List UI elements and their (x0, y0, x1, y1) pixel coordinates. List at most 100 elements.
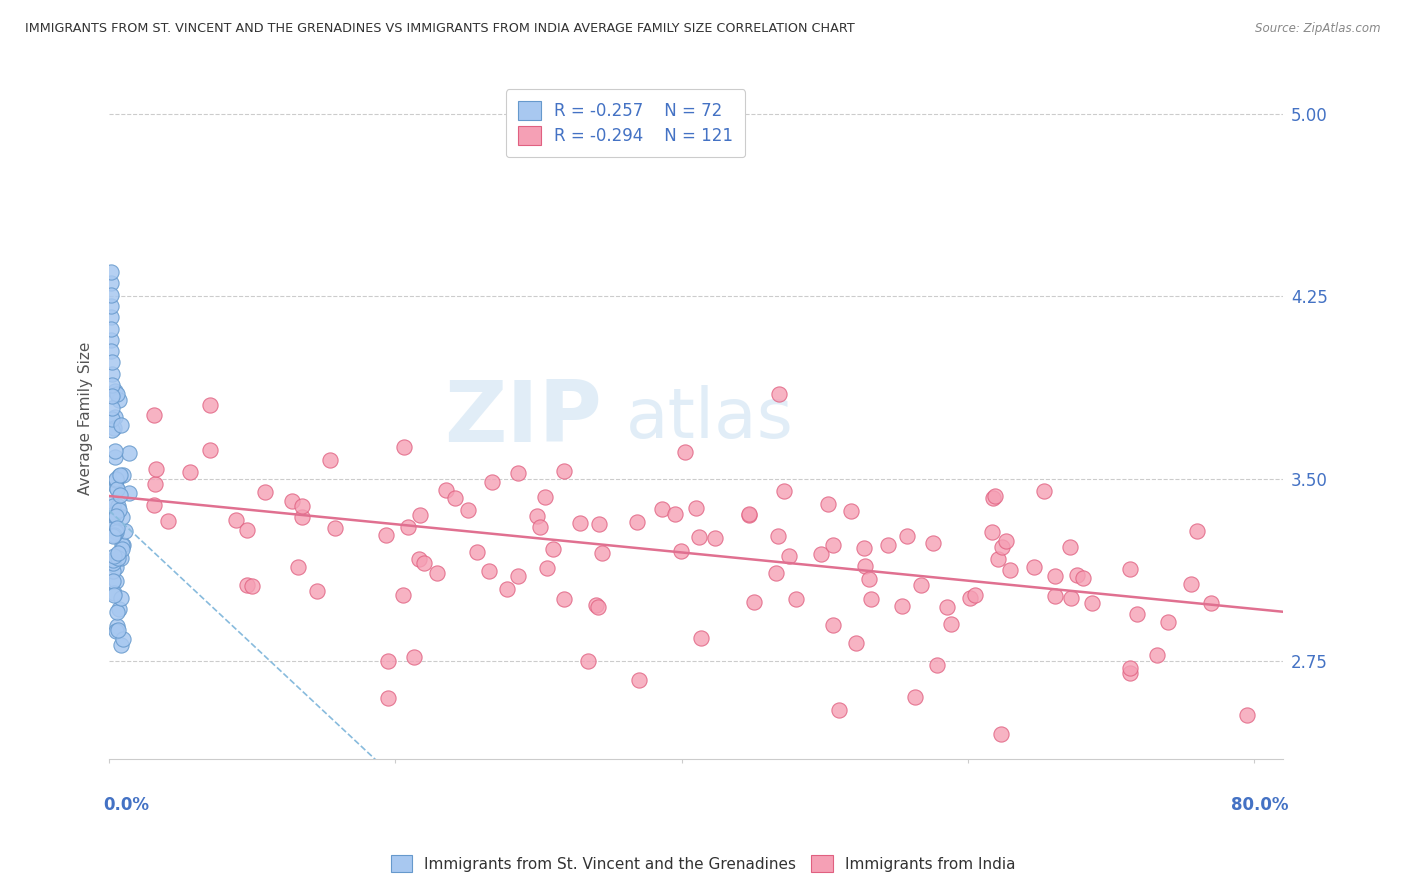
Point (101, 412, 124, 426)
Point (478, 564, 501, 578)
Point (319, 453, 342, 467)
Point (673, 444, 696, 458)
Point (100, 344, 122, 359)
Point (664, 507, 686, 521)
Point (671, 544, 693, 558)
Point (198, 443, 221, 458)
Point (785, 592, 807, 607)
Point (104, 473, 127, 487)
Point (104, 450, 127, 464)
Point (553, 464, 575, 478)
Point (105, 521, 128, 535)
Point (110, 550, 132, 565)
Point (105, 480, 128, 494)
Point (1180, 577, 1202, 591)
Text: atlas: atlas (626, 384, 793, 451)
Point (1066, 567, 1088, 582)
Point (588, 517, 610, 532)
Point (839, 504, 862, 518)
Point (990, 727, 1012, 741)
Point (107, 551, 129, 566)
Point (534, 490, 557, 504)
Point (104, 519, 127, 533)
Point (506, 466, 529, 480)
Point (891, 599, 914, 614)
Point (307, 583, 329, 598)
Point (104, 384, 127, 398)
Text: 80.0%: 80.0% (1230, 797, 1288, 814)
Point (287, 559, 309, 574)
Point (828, 703, 851, 717)
Point (823, 618, 845, 632)
Point (391, 588, 413, 602)
Point (100, 333, 122, 347)
Point (101, 401, 124, 415)
Point (526, 508, 548, 523)
Text: ZIP: ZIP (444, 376, 602, 459)
Text: 0.0%: 0.0% (104, 797, 149, 814)
Point (107, 545, 129, 559)
Point (987, 552, 1010, 566)
Point (529, 520, 551, 534)
Point (685, 501, 707, 516)
Point (413, 556, 436, 570)
Point (1045, 589, 1067, 603)
Legend: R = -0.257    N = 72, R = -0.294    N = 121: R = -0.257 N = 72, R = -0.294 N = 121 (506, 89, 745, 157)
Point (1157, 615, 1180, 630)
Point (858, 572, 880, 586)
Point (845, 636, 868, 650)
Point (111, 510, 134, 524)
Point (101, 556, 124, 570)
Point (111, 542, 134, 557)
Point (101, 367, 124, 381)
Point (773, 484, 796, 499)
Point (103, 555, 125, 569)
Point (626, 515, 648, 529)
Point (235, 523, 257, 537)
Point (108, 503, 131, 517)
Point (877, 538, 900, 552)
Point (586, 599, 609, 614)
Point (111, 632, 134, 646)
Point (1118, 666, 1140, 681)
Point (104, 559, 127, 574)
Point (959, 591, 981, 605)
Point (110, 638, 132, 652)
Point (651, 501, 673, 516)
Point (105, 482, 128, 496)
Point (111, 537, 134, 551)
Point (568, 516, 591, 531)
Point (1059, 540, 1081, 554)
Point (105, 386, 128, 401)
Point (101, 496, 124, 510)
Point (103, 443, 125, 458)
Point (1060, 591, 1083, 605)
Point (585, 598, 607, 612)
Point (103, 507, 125, 521)
Point (495, 582, 517, 596)
Point (101, 499, 124, 513)
Point (375, 528, 398, 542)
Point (100, 321, 122, 335)
Text: Source: ZipAtlas.com: Source: ZipAtlas.com (1256, 22, 1381, 36)
Point (426, 566, 449, 581)
Point (904, 690, 927, 704)
Point (110, 418, 132, 433)
Point (103, 549, 125, 563)
Point (143, 476, 166, 491)
Point (117, 485, 139, 500)
Point (981, 491, 1004, 505)
Point (1022, 560, 1045, 574)
Point (688, 531, 710, 545)
Point (101, 423, 124, 437)
Point (118, 446, 141, 460)
Point (855, 559, 877, 574)
Point (980, 524, 1002, 539)
Point (100, 265, 122, 279)
Point (157, 514, 180, 528)
Point (434, 483, 457, 497)
Point (984, 489, 1007, 503)
Point (852, 541, 875, 556)
Point (508, 568, 530, 582)
Point (101, 574, 124, 588)
